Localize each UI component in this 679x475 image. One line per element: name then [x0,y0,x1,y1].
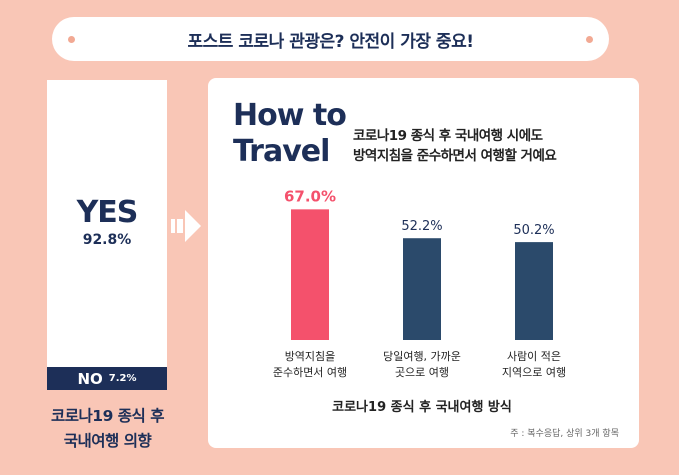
bar-3 [515,242,553,340]
headline-text: 포스트 코로나 관광은? 안전이 가장 중요! [187,31,474,52]
chart-subtitle: 코로나19 종식 후 국내여행 시에도 방역지침을 준수하면서 여행할 거예요 [353,126,557,166]
yes-value: 92.8% [82,232,132,248]
bar-value-label-1: 67.0% [284,187,336,205]
category-label-1-line-2: 준수하면서 여행 [273,365,347,379]
category-label-2-line-1: 당일여행, 가까운 [383,349,461,363]
category-label-2-line-2: 곳으로 여행 [395,366,449,379]
bar-1 [291,209,329,340]
no-label: NO [77,369,103,388]
no-bar: NO 7.2% [47,367,167,390]
yes-label: YES [76,195,139,230]
subtitle-line-2: 방역지침을 준수하면서 여행할 거예요 [353,148,557,164]
category-label-3-line-2: 지역으로 여행 [502,366,566,379]
footnote: 주 : 복수응답, 상위 3개 항목 [510,429,619,439]
arrow-right-icon [171,210,201,242]
subtitle-line-1: 코로나19 종식 후 국내여행 시에도 [353,128,543,144]
travel-intention-caption: 코로나19 종식 후 국내여행 의향 [30,404,185,454]
caption-line-2: 국내여행 의향 [63,432,152,450]
travel-intention-card: YES 92.8% NO 7.2% [47,80,167,390]
category-label-3-line-1: 사람이 적은 [507,350,561,363]
how-to-travel-title: How to Travel [233,98,347,170]
banner-dot-right [586,36,593,43]
no-value: 7.2% [108,373,137,384]
category-label-1-line-1: 방역지침을 [285,350,336,363]
title-line-2: Travel [233,134,330,169]
bar-value-label-3: 50.2% [513,223,554,238]
bar-value-label-2: 52.2% [401,219,442,234]
headline-banner: 포스트 코로나 관광은? 안전이 가장 중요! [52,17,609,61]
x-axis-label: 코로나19 종식 후 국내여행 방식 [332,399,512,415]
title-line-1: How to [233,98,347,133]
caption-line-1: 코로나19 종식 후 [51,407,164,425]
how-to-travel-card: How to Travel 코로나19 종식 후 국내여행 시에도 방역지침을 … [208,78,639,448]
banner-dot-left [68,36,75,43]
bar-2 [403,238,441,340]
